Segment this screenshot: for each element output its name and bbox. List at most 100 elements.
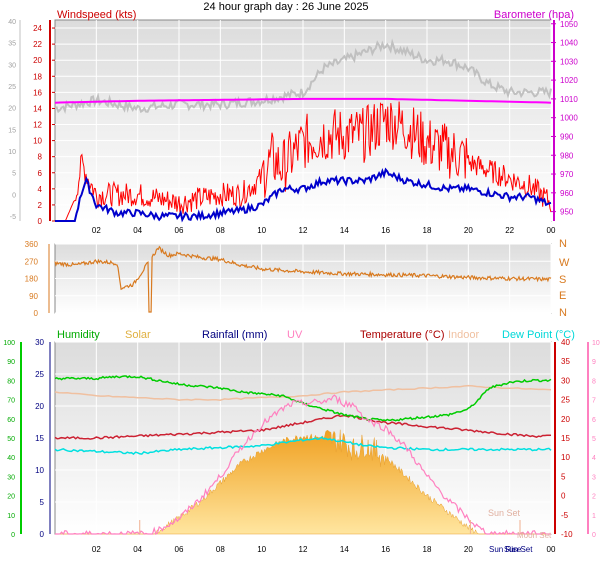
rainfall-tick-label: 5 bbox=[40, 498, 45, 507]
rainfall-tick-label: 25 bbox=[35, 370, 44, 379]
direction-panel-series bbox=[54, 245, 552, 313]
time-tick-label: 10 bbox=[257, 545, 266, 554]
humidity-tick-label: 50 bbox=[7, 436, 15, 443]
time-tick-label: 12 bbox=[299, 545, 308, 554]
temperature-tick-label: 0 bbox=[561, 492, 566, 501]
temperature-tick-label: 10 bbox=[561, 453, 570, 462]
rainfall-tick-label: 20 bbox=[35, 402, 44, 411]
direction-tick-label: 90 bbox=[29, 292, 38, 301]
uv-tick-label: 9 bbox=[592, 359, 596, 366]
windspeed-axis-title: Windspeed (kts) bbox=[57, 9, 136, 21]
legend-solar: Solar bbox=[125, 329, 151, 341]
temperature-panel-legend: Humidity Solar Rainfall (mm) UV Temperat… bbox=[57, 329, 575, 341]
temperature-tick-label: 15 bbox=[561, 434, 570, 443]
direction-tick-label: 360 bbox=[25, 240, 39, 249]
barometer-tick-label: 1040 bbox=[560, 39, 578, 48]
compass-label: S bbox=[559, 274, 566, 286]
uv-tick-label: 10 bbox=[592, 340, 600, 347]
legend-humidity: Humidity bbox=[57, 329, 100, 341]
barometer-tick-label: 1050 bbox=[560, 20, 578, 29]
temperature-panel-annotations: Sun Set Sun Rise Sun Set Moon Set bbox=[488, 508, 552, 554]
temperature-tick-label: 5 bbox=[561, 472, 566, 481]
uv-tick-label: 1 bbox=[592, 513, 596, 520]
uv-tick-label: 3 bbox=[592, 474, 596, 481]
time-tick-label: 06 bbox=[175, 545, 184, 554]
barometer-tick-label: 1000 bbox=[560, 114, 578, 123]
annotation-sunrise: Sun Rise bbox=[489, 545, 522, 554]
humidity-tick-label: 90 bbox=[7, 359, 15, 366]
uv-tick-label: 4 bbox=[592, 455, 596, 462]
legend-uv: UV bbox=[287, 329, 303, 341]
uv-tick-label: 6 bbox=[592, 417, 596, 424]
windspeed-tick-label: 6 bbox=[38, 169, 43, 178]
indoor-temperature-line bbox=[54, 384, 552, 401]
compass-label: N bbox=[559, 307, 567, 319]
gust-speed-line bbox=[55, 101, 552, 222]
windspeed-tick-label: 24 bbox=[33, 24, 42, 33]
time-tick-label: 16 bbox=[381, 226, 390, 235]
barometer-tick-label: 970 bbox=[560, 170, 574, 179]
outer-scale-tick-label: 5 bbox=[12, 171, 16, 178]
time-tick-label: 02 bbox=[92, 226, 101, 235]
humidity-tick-label: 30 bbox=[7, 474, 15, 481]
time-tick-label: 16 bbox=[381, 545, 390, 554]
time-tick-label: 06 bbox=[175, 226, 184, 235]
direction-tick-label: 270 bbox=[25, 257, 39, 266]
barometer-tick-label: 1010 bbox=[560, 95, 578, 104]
time-tick-label: 10 bbox=[257, 226, 266, 235]
annotation-sunset-2: Sun Set bbox=[504, 545, 533, 554]
humidity-tick-label: 80 bbox=[7, 378, 15, 385]
legend-temperature: Temperature (°C) bbox=[360, 329, 444, 341]
direction-tick-label: 0 bbox=[34, 309, 39, 318]
outer-range-line bbox=[54, 38, 552, 114]
humidity-tick-label: 60 bbox=[7, 417, 15, 424]
time-tick-label: 02 bbox=[92, 545, 101, 554]
time-tick-label: 18 bbox=[423, 226, 432, 235]
time-tick-label: 04 bbox=[133, 545, 142, 554]
barometer-tick-label: 1020 bbox=[560, 76, 578, 85]
humidity-tick-label: 70 bbox=[7, 398, 15, 405]
windspeed-tick-label: 8 bbox=[38, 153, 43, 162]
outer-scale-tick-label: 20 bbox=[8, 106, 16, 113]
outer-scale-tick-label: 15 bbox=[8, 127, 16, 134]
windspeed-tick-label: 0 bbox=[38, 217, 43, 226]
windspeed-tick-label: 12 bbox=[33, 121, 42, 130]
solar-area bbox=[55, 429, 551, 535]
windspeed-tick-label: 4 bbox=[38, 185, 43, 194]
time-tick-label: 08 bbox=[216, 226, 225, 235]
compass-label: W bbox=[559, 257, 570, 269]
barometer-tick-label: 960 bbox=[560, 189, 574, 198]
windspeed-tick-label: 14 bbox=[33, 104, 42, 113]
temperature-tick-label: 30 bbox=[561, 376, 570, 385]
outer-scale-tick-label: 30 bbox=[8, 62, 16, 69]
windspeed-tick-label: 22 bbox=[33, 40, 42, 49]
temperature-tick-label: -10 bbox=[561, 530, 573, 539]
humidity-tick-label: 0 bbox=[11, 532, 15, 539]
time-tick-label: 20 bbox=[464, 226, 473, 235]
rainfall-tick-label: 10 bbox=[35, 466, 44, 475]
barometer-axis-title: Barometer (hpa) bbox=[494, 9, 574, 21]
compass-label: N bbox=[559, 238, 567, 250]
temperature-tick-label: 25 bbox=[561, 396, 570, 405]
time-tick-label: 22 bbox=[505, 226, 514, 235]
annotation-moonset: Moon Set bbox=[517, 531, 552, 540]
windspeed-tick-label: 16 bbox=[33, 88, 42, 97]
barometer-tick-label: 950 bbox=[560, 208, 574, 217]
time-tick-label: 04 bbox=[133, 226, 142, 235]
temperature-panel-axes: 0102030405060708090100051015202530-10-50… bbox=[3, 338, 600, 554]
uv-tick-label: 5 bbox=[592, 436, 596, 443]
outer-scale-tick-label: 40 bbox=[8, 19, 16, 26]
humidity-tick-label: 100 bbox=[3, 340, 15, 347]
time-tick-label: 14 bbox=[340, 545, 349, 554]
humidity-tick-label: 40 bbox=[7, 455, 15, 462]
barometer-tick-label: 1030 bbox=[560, 57, 578, 66]
uv-line bbox=[55, 394, 551, 536]
pressure-line bbox=[54, 97, 552, 104]
windspeed-tick-label: 10 bbox=[33, 137, 42, 146]
windspeed-tick-label: 18 bbox=[33, 72, 42, 81]
windspeed-tick-label: 2 bbox=[38, 201, 43, 210]
average-speed-line bbox=[55, 167, 552, 223]
outer-scale-tick-label: 0 bbox=[12, 192, 16, 199]
temperature-tick-label: 40 bbox=[561, 338, 570, 347]
